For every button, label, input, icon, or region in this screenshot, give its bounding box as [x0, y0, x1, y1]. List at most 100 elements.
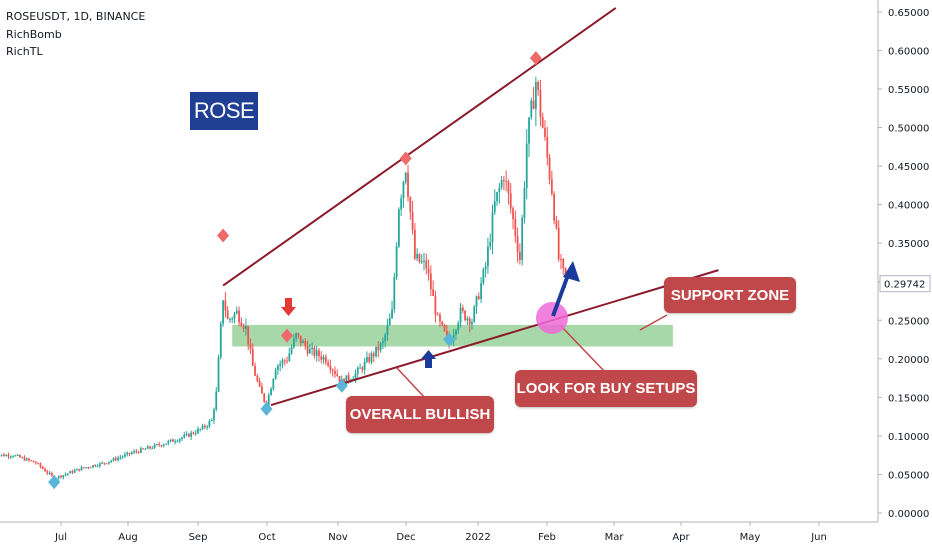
candle-body	[320, 356, 323, 360]
candle-body	[514, 218, 517, 237]
candle-body	[117, 457, 119, 460]
candle	[62, 474, 65, 480]
upper-trendline	[222, 7, 617, 287]
candle-body	[254, 365, 256, 376]
candle	[354, 369, 357, 383]
candle	[128, 452, 131, 457]
candle	[0, 454, 3, 457]
candle-body	[512, 208, 514, 219]
candle-body	[231, 318, 234, 320]
candle-body	[366, 357, 368, 362]
candle-body	[85, 467, 88, 469]
candle-body	[489, 242, 492, 247]
buy-setups-pointer	[559, 324, 606, 373]
candle	[82, 467, 85, 469]
candle	[101, 461, 103, 464]
candle	[217, 354, 220, 393]
candle-body	[299, 335, 302, 344]
candle	[320, 351, 323, 364]
candle-body	[276, 365, 279, 370]
candle-body	[71, 471, 74, 473]
x-tick-label: Jun	[810, 532, 827, 543]
candle-body	[420, 261, 423, 263]
candle	[487, 237, 489, 274]
candle	[366, 351, 368, 364]
candle-body	[528, 117, 530, 144]
candle-body	[521, 217, 524, 261]
candle-body	[167, 441, 170, 444]
candle-body	[217, 357, 220, 392]
candle-body	[537, 82, 540, 91]
candle-body	[308, 349, 311, 354]
candle	[5, 453, 8, 457]
candle	[315, 345, 318, 362]
candle	[185, 431, 188, 437]
candle-body	[133, 451, 135, 453]
candle	[60, 475, 62, 479]
candle-body	[60, 475, 62, 478]
candle	[224, 292, 227, 318]
support-touch-circle	[536, 302, 568, 334]
candle-body	[256, 375, 259, 381]
x-tick-label: 2022	[465, 532, 490, 543]
candle-body	[37, 463, 40, 465]
candle-body	[69, 471, 72, 474]
candle	[112, 457, 115, 462]
candle	[181, 436, 183, 441]
candle-body	[279, 363, 282, 366]
candle	[283, 358, 286, 366]
candle-body	[32, 460, 35, 463]
candle-body	[356, 367, 359, 374]
candle-body	[64, 474, 67, 476]
candle-body	[393, 276, 396, 310]
candle	[254, 362, 256, 377]
candle-body	[203, 425, 206, 428]
x-tick-label: Feb	[538, 532, 556, 543]
indicator-richtl[interactable]: RichTL	[6, 45, 43, 58]
candle	[256, 373, 259, 383]
candle-body	[503, 180, 505, 182]
candle-body	[370, 353, 373, 362]
candle	[468, 316, 471, 333]
candle-body	[121, 456, 124, 458]
x-tick-label: May	[740, 532, 761, 543]
candle	[434, 290, 437, 323]
candle	[372, 351, 375, 363]
candle	[455, 328, 457, 340]
candle-body	[25, 458, 28, 461]
indicator-richbomb[interactable]: RichBomb	[6, 28, 62, 41]
candle-body	[101, 462, 103, 464]
candle-body	[484, 266, 487, 270]
candle-body	[532, 100, 535, 109]
candle-body	[263, 393, 266, 402]
candle	[516, 227, 519, 263]
candle	[411, 201, 414, 235]
up-arrow-icon	[421, 350, 436, 368]
candle-body	[206, 426, 209, 428]
candle-body	[183, 434, 186, 438]
candle-body	[402, 182, 405, 199]
down-arrow-icon	[281, 298, 296, 316]
candle-body	[41, 466, 44, 469]
y-tick-label: 0.40000	[888, 201, 929, 212]
candle	[397, 207, 400, 249]
candle	[521, 214, 524, 266]
candle	[3, 452, 5, 457]
candle	[41, 465, 44, 470]
candle	[171, 438, 174, 442]
bottom-marker	[335, 378, 348, 393]
candle-body	[192, 432, 195, 434]
buy-setups-label: LOOK FOR BUY SETUPS	[515, 370, 697, 407]
candle	[493, 189, 496, 215]
candle-body	[274, 369, 277, 380]
candle	[327, 359, 330, 368]
candle-body	[185, 433, 188, 435]
candle	[331, 368, 334, 377]
y-tick-label: 0.65000	[888, 8, 929, 19]
candle	[402, 180, 405, 208]
candle-body	[128, 452, 131, 454]
candle	[436, 312, 439, 316]
candle	[377, 340, 380, 358]
candle	[311, 342, 314, 356]
